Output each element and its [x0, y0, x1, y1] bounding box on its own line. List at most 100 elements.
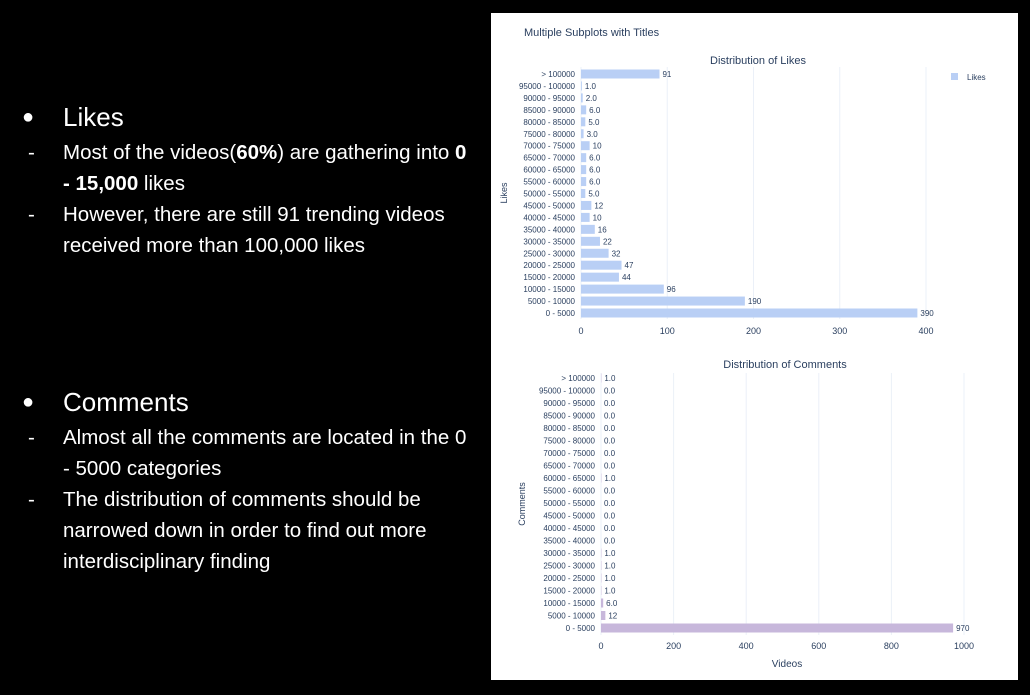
comments-bar: [601, 623, 954, 633]
comments-category-label: 60000 - 65000: [543, 474, 595, 483]
likes-value-label: 1.0: [585, 82, 597, 91]
likes-value-label: 2.0: [586, 94, 598, 103]
likes-bar: [581, 236, 600, 246]
comments-bar: [601, 611, 606, 620]
comments-category-label: 20000 - 25000: [543, 574, 595, 583]
likes-category-label: > 100000: [541, 70, 575, 79]
likes-category-label: 25000 - 30000: [523, 249, 575, 258]
comments-value-label: 6.0: [606, 599, 618, 608]
likes-category-label: 65000 - 70000: [523, 154, 575, 163]
likes-value-label: 6.0: [589, 106, 601, 115]
comments-value-label: 0.0: [604, 437, 616, 446]
comments-category-label: 55000 - 60000: [543, 487, 595, 496]
comments-value-label: 0.0: [604, 512, 616, 521]
comments-category-label: 80000 - 85000: [543, 424, 595, 433]
likes-bar: [581, 129, 584, 139]
likes-value-label: 16: [598, 225, 607, 234]
comments-x-axis-label: Videos: [772, 659, 802, 670]
comments-value-label: 0.0: [604, 399, 616, 408]
likes-heading-text: Likes: [63, 102, 124, 132]
likes-value-label: 5.0: [588, 190, 600, 199]
comments-plot-area: 0 200 400 600 800 1000 > 100000 1.0 95000 - 1000…: [539, 373, 974, 651]
comments-value-label: 1.0: [604, 549, 616, 558]
likes-x-tick-label: 400: [918, 326, 933, 336]
comments-category-label: 5000 - 10000: [548, 612, 596, 621]
likes-category-label: 0 - 5000: [546, 309, 576, 318]
comments-value-label: 1.0: [604, 574, 616, 583]
comments-value-label: 0.0: [604, 387, 616, 396]
figure-title: Multiple Subplots with Titles: [524, 27, 660, 39]
comments-value-label: 0.0: [604, 424, 616, 433]
likes-value-label: 96: [667, 285, 676, 294]
text-run-bold: 60%: [236, 141, 278, 164]
comments-category-label: 15000 - 20000: [543, 587, 595, 596]
likes-bar: [581, 248, 609, 258]
likes-category-label: 30000 - 35000: [523, 237, 575, 246]
dash-marker: -: [28, 488, 35, 511]
comments-category-label: 90000 - 95000: [543, 399, 595, 408]
comments-heading-text: Comments: [63, 387, 189, 417]
likes-x-tick-label: 300: [832, 326, 847, 336]
likes-category-label: 20000 - 25000: [523, 261, 575, 270]
dash-marker: -: [28, 203, 35, 226]
comments-value-label: 0.0: [604, 449, 616, 458]
comments-x-tick-label: 800: [884, 641, 899, 651]
likes-bar: [581, 93, 583, 103]
comments-category-label: 0 - 5000: [566, 624, 596, 633]
likes-bar: [581, 69, 660, 79]
text-run: Most of the videos(: [63, 141, 237, 164]
likes-y-axis-label: Likes: [499, 182, 509, 204]
comments-category-label: 40000 - 45000: [543, 524, 595, 533]
comments-value-label: 0.0: [604, 487, 616, 496]
likes-category-label: 95000 - 100000: [519, 82, 576, 91]
likes-category-label: 50000 - 55000: [523, 190, 575, 199]
likes-bar: [581, 308, 918, 318]
likes-bar: [581, 141, 590, 151]
likes-bar: [581, 296, 745, 306]
likes-category-label: 85000 - 90000: [523, 106, 575, 115]
likes-category-label: 40000 - 45000: [523, 213, 575, 222]
text-run: likes: [138, 172, 185, 195]
likes-legend-label: Likes: [967, 73, 986, 82]
likes-bar: [581, 260, 622, 270]
likes-x-tick-label: 200: [746, 326, 761, 336]
comments-point-1-text: Almost all the comments are located in t…: [63, 426, 467, 480]
likes-bar: [581, 105, 587, 115]
likes-bar: [581, 177, 587, 187]
likes-value-label: 6.0: [589, 166, 601, 175]
likes-bar: [581, 189, 586, 198]
text-run-bold: 0 - 15,000: [63, 141, 467, 195]
comments-category-label: 10000 - 15000: [543, 599, 595, 608]
likes-bar: [581, 153, 587, 163]
likes-category-label: 80000 - 85000: [523, 118, 575, 127]
comments-category-label: 85000 - 90000: [543, 412, 595, 421]
likes-value-label: 91: [662, 70, 671, 79]
comments-point-2-text: The distribution of comments should be n…: [63, 488, 427, 573]
bullet-icon: ●: [22, 391, 35, 413]
likes-value-label: 10: [593, 142, 602, 151]
slide-text-panel: ● Likes - Most of the videos(60%) are ga…: [0, 0, 490, 695]
likes-value-label: 190: [748, 297, 762, 306]
likes-value-label: 3.0: [587, 130, 599, 139]
comments-value-label: 1.0: [604, 562, 616, 571]
likes-point-2-text: However, there are still 91 trending vid…: [63, 203, 445, 257]
likes-value-label: 390: [920, 309, 934, 318]
chart-panel: Multiple Subplots with Titles Distributi…: [491, 13, 1018, 680]
likes-bar: [581, 212, 590, 222]
likes-chart-title: Distribution of Likes: [710, 55, 806, 67]
comments-x-tick-label: 400: [739, 641, 754, 651]
likes-category-label: 5000 - 10000: [528, 297, 576, 306]
likes-category-label: 75000 - 80000: [523, 130, 575, 139]
comments-value-label: 0.0: [604, 499, 616, 508]
comments-value-label: 1.0: [604, 587, 616, 596]
comments-value-label: 970: [956, 624, 970, 633]
subplots-figure: Multiple Subplots with Titles Distributi…: [499, 27, 986, 670]
text-run: ) are gathering into: [277, 141, 456, 164]
likes-bar: [581, 284, 664, 294]
dash-marker: -: [28, 141, 35, 164]
likes-point-1-text: Most of the videos(60%) are gathering in…: [63, 137, 473, 199]
likes-x-tick-label: 100: [660, 326, 675, 336]
likes-bar: [581, 200, 592, 210]
comments-category-label: 35000 - 40000: [543, 537, 595, 546]
likes-category-label: 60000 - 65000: [523, 166, 575, 175]
